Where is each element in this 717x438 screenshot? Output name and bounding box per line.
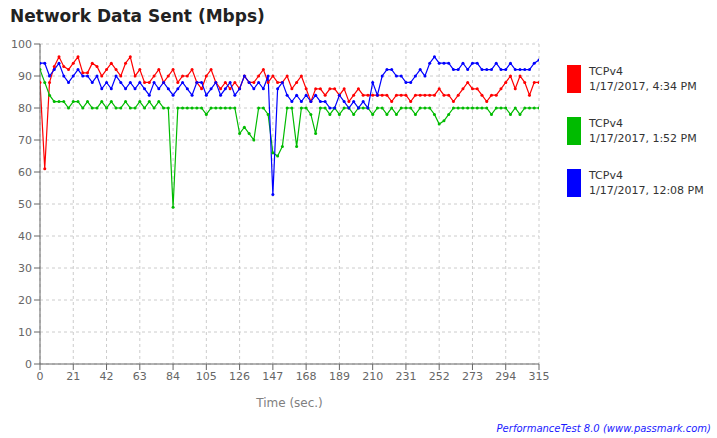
svg-text:126: 126 <box>229 370 250 383</box>
svg-text:0: 0 <box>37 370 44 383</box>
svg-text:42: 42 <box>100 370 114 383</box>
html-text:1/17/2017, 12:08 PM: 1/17/2017, 12:08 PM <box>589 184 704 197</box>
svg-text:252: 252 <box>429 370 450 383</box>
svg-text:231: 231 <box>395 370 416 383</box>
svg-text:10: 10 <box>18 326 32 339</box>
svg-text:30: 30 <box>18 262 32 275</box>
svg-text:210: 210 <box>362 370 383 383</box>
svg-text:60: 60 <box>18 166 32 179</box>
html-text:Network Data Sent (Mbps): Network Data Sent (Mbps) <box>10 6 265 26</box>
svg-text:315: 315 <box>529 370 550 383</box>
svg-text:100: 100 <box>11 38 32 51</box>
html-text:TCPv4: TCPv4 <box>589 117 623 130</box>
svg-text:50: 50 <box>18 198 32 211</box>
svg-text:273: 273 <box>462 370 483 383</box>
svg-text:63: 63 <box>133 370 147 383</box>
html-text:TCPv4: TCPv4 <box>589 169 623 182</box>
html-text:1/17/2017, 4:34 PM: 1/17/2017, 4:34 PM <box>589 80 697 93</box>
svg-text:189: 189 <box>329 370 350 383</box>
svg-text:40: 40 <box>18 230 32 243</box>
svg-text:168: 168 <box>296 370 317 383</box>
html-text:PerformanceTest 8.0 (www.passm: PerformanceTest 8.0 (www.passmark.com) <box>496 423 711 434</box>
html-text:1/17/2017, 1:52 PM: 1/17/2017, 1:52 PM <box>589 132 697 145</box>
svg-text:105: 105 <box>196 370 217 383</box>
svg-text:Time (sec.): Time (sec.) <box>255 396 323 410</box>
svg-text:21: 21 <box>66 370 80 383</box>
svg-text:294: 294 <box>495 370 516 383</box>
html-text:TCPv4: TCPv4 <box>589 65 623 78</box>
svg-text:0: 0 <box>25 358 32 371</box>
svg-text:70: 70 <box>18 134 32 147</box>
svg-text:90: 90 <box>18 70 32 83</box>
svg-text:147: 147 <box>262 370 283 383</box>
svg-text:20: 20 <box>18 294 32 307</box>
svg-text:80: 80 <box>18 102 32 115</box>
svg-text:84: 84 <box>166 370 180 383</box>
